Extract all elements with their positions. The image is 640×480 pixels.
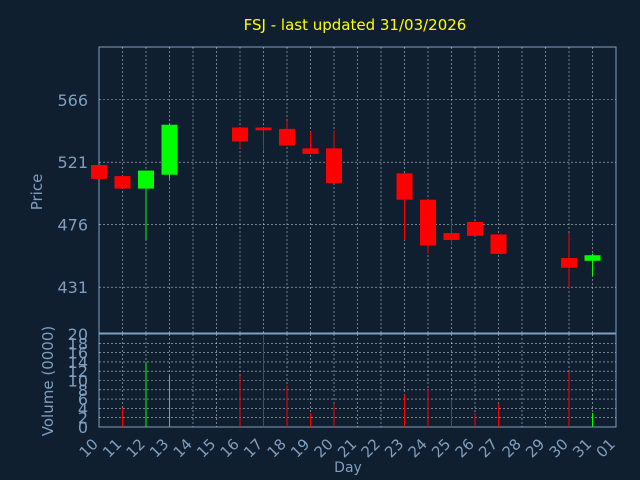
volume-tick-label: 20	[68, 325, 88, 344]
price-tick-label: 431	[57, 278, 88, 297]
candle-body	[396, 173, 413, 200]
volume-tick-label: 8	[78, 381, 88, 400]
volume-tick-label: 0	[78, 418, 88, 437]
x-tick-label: 20	[311, 435, 337, 461]
x-tick-label: 11	[99, 435, 125, 461]
x-tick-label: 13	[146, 435, 172, 461]
chart-title: FSJ - last updated 31/03/2026	[244, 16, 467, 34]
x-tick-label: 23	[381, 435, 407, 461]
candle-body	[443, 233, 460, 240]
price-axis-label: Price	[28, 174, 46, 211]
x-tick-label: 26	[452, 435, 478, 461]
candle-body	[232, 127, 248, 142]
price-tick-label: 566	[57, 91, 88, 110]
candle-body	[255, 127, 272, 131]
x-tick-label: 19	[287, 435, 313, 461]
x-tick-label: 27	[475, 435, 501, 461]
candle-body	[91, 165, 107, 179]
volume-tick-label: 6	[78, 390, 88, 409]
price-panel-frame	[98, 46, 617, 334]
volume-tick-label: 12	[68, 362, 88, 381]
x-tick-label: 14	[170, 435, 196, 461]
x-tick-label: 18	[264, 435, 290, 461]
x-tick-label: 21	[334, 435, 360, 461]
x-tick-label: 15	[193, 435, 219, 461]
x-tick-label: 01	[593, 435, 619, 461]
x-tick-label: 28	[499, 435, 525, 461]
x-tick-label: 24	[405, 435, 431, 461]
candle-body	[279, 128, 295, 146]
volume-tick-label: 4	[78, 399, 88, 418]
candle-body	[138, 170, 154, 189]
x-tick-label: 31	[569, 435, 595, 461]
x-tick-label: 10	[76, 435, 102, 461]
x-tick-label: 12	[123, 435, 149, 461]
x-tick-label: 29	[522, 435, 548, 461]
candle-body	[114, 176, 131, 189]
candle-body	[302, 148, 319, 154]
candle-body	[561, 258, 577, 268]
volume-tick-label: 16	[68, 344, 88, 363]
x-tick-label: 17	[240, 435, 266, 461]
candle-body	[490, 234, 507, 254]
price-tick-label: 476	[57, 216, 88, 235]
volume-axis-label: Volume (0000)	[39, 326, 57, 436]
x-tick-label: 30	[546, 435, 572, 461]
candle-body	[584, 255, 601, 261]
price-tick-label: 521	[57, 153, 88, 172]
volume-tick-label: 10	[68, 372, 88, 391]
candle-body	[161, 124, 178, 175]
candle-body	[467, 221, 483, 236]
x-tick-label: 25	[428, 435, 454, 461]
volume-tick-label: 2	[78, 409, 88, 428]
x-tick-label: 16	[217, 435, 243, 461]
candle-body	[326, 148, 342, 184]
candle-body	[420, 199, 436, 246]
volume-tick-label: 14	[68, 353, 88, 372]
volume-tick-label: 18	[68, 334, 88, 353]
x-tick-label: 22	[358, 435, 384, 461]
x-axis-label: Day	[334, 460, 362, 476]
